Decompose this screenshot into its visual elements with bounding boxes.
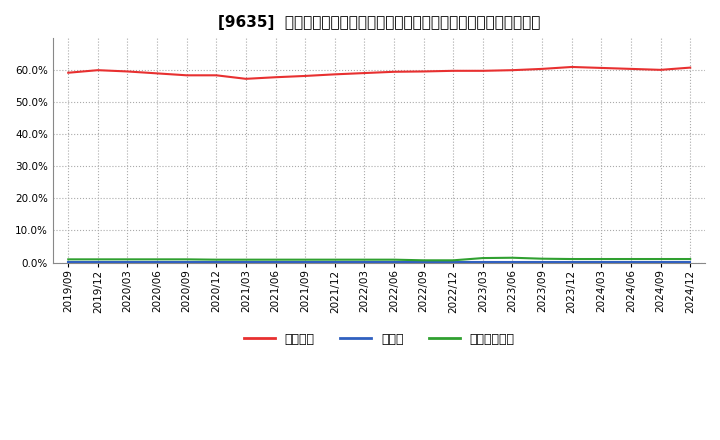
- Title: [9635]  自己資本、のれん、繰延税金資産の総資産に対する比率の推移: [9635] 自己資本、のれん、繰延税金資産の総資産に対する比率の推移: [218, 15, 541, 30]
- Legend: 自己資本, のれん, 繰延税金資産: 自己資本, のれん, 繰延税金資産: [238, 327, 520, 351]
